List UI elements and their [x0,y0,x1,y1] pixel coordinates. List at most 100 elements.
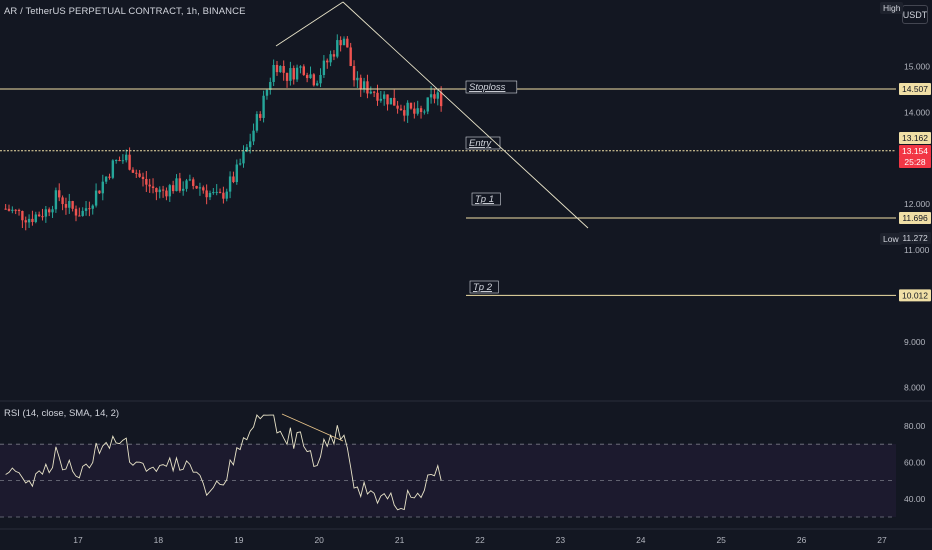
candle-body [202,187,205,191]
candle-body [275,64,279,73]
countdown-value: 25:28 [904,157,926,167]
candle-body [98,190,101,194]
candle-body [108,176,111,178]
stoploss-box[interactable] [465,80,518,94]
candle-body [262,95,265,118]
time-axis-tick: 24 [636,535,646,545]
candle-body [17,209,21,211]
rsi-divergence-line[interactable] [281,413,344,442]
candle-body [366,81,369,94]
price-axis-tick: 8.000 [904,383,926,393]
candle-body [188,179,192,181]
candle-body [396,105,399,109]
candle-body [148,184,151,187]
time-axis-tick: 17 [73,535,83,545]
entry-price-tag [899,132,931,144]
candle-body [279,65,282,73]
candle-body [145,178,148,185]
candle-body [208,192,212,198]
candle-body [352,66,356,81]
candle-body [212,192,215,194]
candle-body [47,209,51,213]
price-axis-tick: 9.000 [904,337,926,347]
candle-body [94,190,98,206]
candle-body [362,81,366,90]
candle-body [171,185,175,192]
candle-body [265,89,269,96]
candle-body [192,179,195,186]
candle-body [91,205,94,209]
candle-body [198,187,202,189]
candle-body [121,160,125,162]
price-axis-tick: 14.000 [904,107,930,117]
last-price-tag [899,145,931,157]
trendlines[interactable] [275,1,589,442]
candle-body [64,204,68,208]
candle-body [125,154,128,161]
candlestick-series [4,34,443,231]
symbol-title[interactable]: AR / TetherUS PERPETUAL CONTRACT, 1h, BI… [4,6,246,17]
tp2-price-value: 10.012 [902,290,928,300]
candle-body [128,154,131,170]
candle-body [31,218,34,222]
candle-body [282,65,285,73]
candle-body [299,66,302,68]
candle-body [178,178,182,191]
candle-body [21,210,24,221]
candle-body [232,176,235,183]
time-axis-tick: 21 [395,535,405,545]
candle-body [155,188,158,193]
candle-body [416,108,419,114]
trendline-rise[interactable] [275,1,344,47]
candle-body [272,64,275,82]
low-price-tag [899,232,931,244]
candle-body [245,147,249,152]
entry-box[interactable] [465,136,501,150]
price-axis-tick: 11.000 [904,245,930,255]
candle-body [403,110,406,116]
candle-body [88,208,91,210]
tp2-label: Tp 2 [473,282,493,293]
time-axis-tick: 26 [797,535,807,545]
candle-body [138,173,141,177]
entry-label: Entry [469,138,492,149]
candle-body [342,38,346,46]
stoploss-price-tag [899,83,931,95]
candle-body [326,60,329,63]
candle-body [195,185,198,189]
candle-body [332,54,336,57]
candle-body [11,209,14,211]
candle-body [158,189,161,193]
candle-body [372,91,376,93]
candle-body [242,151,245,164]
candle-body [215,191,218,193]
candle-body [118,160,121,162]
candle-body [295,67,299,80]
candle-body [135,172,138,174]
time-axis-tick: 19 [234,535,244,545]
candle-body [238,163,242,165]
candle-body [269,81,272,90]
candle-body [235,164,238,183]
candle-body [228,176,232,192]
candle-body [336,40,339,57]
candle-body [312,74,316,86]
currency-unit-button[interactable]: USDT [902,5,928,24]
candle-body [292,68,295,80]
candle-body [399,108,403,111]
trendline-resistance[interactable] [342,1,589,229]
low-label: Low [880,233,902,245]
rsi-axis-tick: 60.00 [904,457,926,467]
candle-body [359,77,362,90]
candle-body [151,186,155,189]
candle-body [58,190,61,198]
candle-body [141,176,145,179]
tp1-box[interactable] [471,192,501,206]
tp2-box[interactable] [469,280,499,294]
candle-body [74,208,78,216]
candle-body [302,66,305,75]
rsi-indicator-title[interactable]: RSI (14, close, SMA, 14, 2) [4,408,120,419]
time-axis-tick: 18 [154,535,164,545]
stoploss-price-value: 14.507 [902,84,928,94]
